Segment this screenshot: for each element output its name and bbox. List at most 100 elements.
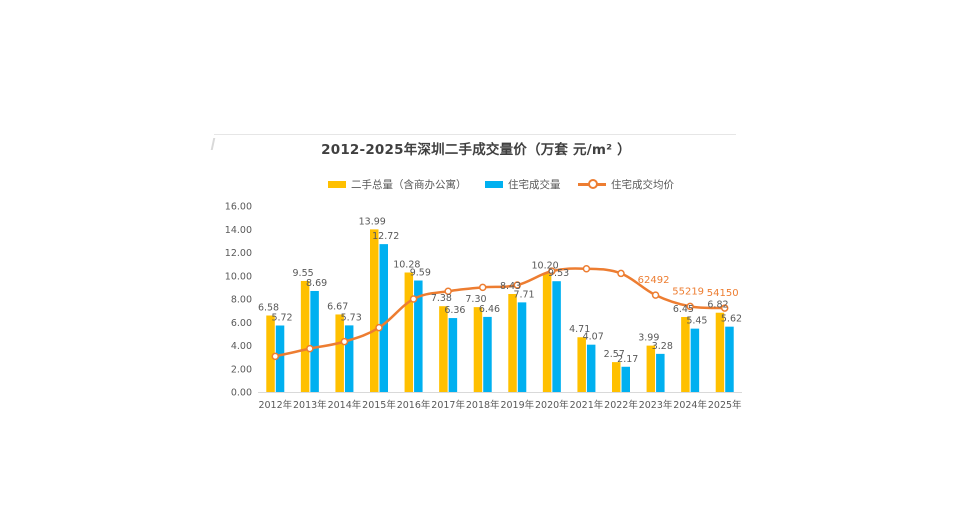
data-label-residential: 9.59 [410, 268, 431, 279]
bar-residential [448, 318, 458, 392]
price-point [582, 265, 591, 273]
price-point [271, 352, 280, 361]
data-label-total: 2.57 [604, 349, 625, 360]
x-tick-label: 2023年 [639, 399, 673, 411]
data-label-total: 7.30 [465, 294, 486, 305]
y-tick-label: 8.00 [231, 295, 252, 306]
data-label-total: 10.28 [393, 259, 420, 270]
data-label-total: 7.38 [431, 293, 452, 304]
y-tick-label: 0.00 [231, 388, 252, 399]
price-point [686, 302, 694, 311]
data-label-residential: 9.53 [548, 268, 569, 279]
y-tick-label: 6.00 [231, 318, 252, 329]
data-label-total: 9.55 [293, 268, 314, 279]
x-tick-label: 2012年 [258, 399, 292, 411]
bar-residential [310, 290, 319, 392]
y-tick-label: 12.00 [225, 248, 252, 259]
bar-residential [483, 316, 492, 392]
x-tick-label: 2021年 [570, 399, 604, 411]
legend-label-price: 住宅成交均价 [611, 178, 674, 191]
chart-legend: 二手总量（含商办公寓） 住宅成交量 住宅成交均价 [300, 176, 720, 192]
bar-residential [656, 353, 665, 392]
legend-label-total: 二手总量（含商办公寓） [351, 178, 467, 191]
data-label-total: 10.20 [532, 260, 559, 271]
x-tick-label: 2016年 [397, 399, 431, 411]
price-point [375, 323, 383, 332]
bar-residential [414, 280, 423, 392]
bar-total [646, 345, 656, 392]
bar-total [300, 280, 310, 392]
data-label-residential: 2.17 [617, 354, 638, 365]
data-label-price: 55219 [672, 286, 704, 297]
price-point [617, 269, 625, 278]
data-label-residential: 7.71 [513, 289, 534, 300]
price-point [306, 344, 314, 353]
data-label-total: 8.43 [500, 281, 521, 292]
data-label-residential: 3.28 [652, 341, 673, 352]
price-point [513, 281, 522, 289]
price-point [651, 291, 660, 299]
bar-total [439, 306, 448, 392]
legend-swatch-residential [485, 180, 503, 188]
data-label-residential: 8.69 [306, 278, 327, 289]
legend-item-price: 住宅成交均价 [578, 176, 674, 192]
data-label-total: 13.99 [359, 216, 386, 227]
data-label-total: 6.82 [707, 300, 728, 311]
bar-residential [552, 281, 561, 392]
legend-swatch-total [328, 180, 346, 188]
bar-total [577, 337, 586, 392]
data-label-residential: 5.45 [686, 316, 707, 327]
bar-residential [379, 244, 388, 392]
chart-title: 2012-2025年深圳二手成交量价（万套 元/m² ） [321, 142, 631, 158]
data-label-residential: 5.72 [271, 313, 292, 324]
y-tick-label: 14.00 [225, 225, 252, 236]
top-divider [214, 134, 736, 135]
data-label-residential: 5.62 [721, 314, 742, 325]
bar-residential [586, 344, 596, 392]
data-label-total: 6.67 [327, 301, 348, 312]
price-point [340, 337, 349, 346]
bar-residential [690, 328, 700, 392]
data-label-total: 6.58 [258, 303, 279, 314]
y-tick-label: 16.00 [225, 202, 252, 213]
legend-item-residential: 住宅成交量 [485, 176, 561, 192]
legend-item-total: 二手总量（含商办公寓） [328, 176, 467, 192]
x-tick-label: 2022年 [604, 399, 638, 411]
bar-residential [621, 366, 630, 392]
data-label-residential: 4.07 [583, 332, 604, 343]
price-point [720, 304, 729, 312]
y-tick-label: 10.00 [225, 271, 252, 282]
data-label-total: 4.71 [569, 324, 590, 335]
bar-total [508, 294, 517, 392]
x-tick-label: 2014年 [328, 399, 362, 411]
bar-residential [275, 325, 285, 392]
bar-total [335, 314, 344, 392]
bar-total [404, 272, 414, 392]
bar-total [681, 317, 690, 392]
y-tick-label: 2.00 [231, 364, 252, 375]
data-label-price: 54150 [707, 288, 739, 299]
bar-total [715, 312, 725, 392]
data-label-residential: 5.73 [341, 312, 362, 323]
price-point [478, 283, 487, 292]
price-point [444, 287, 452, 295]
x-tick-label: 2025年 [708, 399, 742, 411]
bar-total [370, 229, 379, 392]
bar-total [612, 362, 621, 392]
data-label-total: 6.45 [673, 304, 694, 315]
x-tick-label: 2013年 [293, 399, 327, 411]
data-label-residential: 6.36 [444, 305, 465, 316]
legend-swatch-price [578, 179, 606, 189]
x-tick-label: 2024年 [673, 399, 707, 411]
data-label-price: 62492 [638, 275, 670, 286]
bar-residential [344, 325, 354, 392]
data-label-total: 3.99 [638, 333, 659, 344]
x-tick-label: 2018年 [466, 399, 500, 411]
price-point [409, 295, 418, 303]
x-tick-label: 2019年 [500, 399, 534, 411]
data-label-residential: 12.72 [372, 231, 399, 242]
data-label-residential: 6.46 [479, 304, 500, 315]
y-tick-label: 4.00 [231, 341, 252, 352]
